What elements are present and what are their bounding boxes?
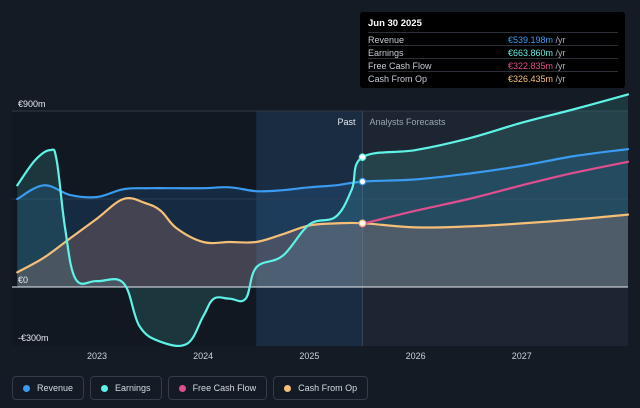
x-tick-label: 2024 bbox=[193, 351, 213, 361]
highlight-region bbox=[256, 111, 363, 346]
legend-label: Earnings bbox=[115, 383, 151, 393]
cash-from-op-line bbox=[16, 197, 630, 274]
tooltip-row-cash-from-op: Cash From Op €326.435m /yr bbox=[368, 71, 618, 84]
legend-item-free-cash-flow[interactable]: Free Cash Flow bbox=[167, 376, 268, 400]
tooltip-row-earnings: Earnings €663.860m /yr bbox=[368, 45, 618, 58]
legend: Revenue Earnings Free Cash Flow Cash Fro… bbox=[12, 376, 369, 400]
tooltip-value: €539.198m /yr bbox=[508, 35, 566, 45]
legend-label: Free Cash Flow bbox=[192, 383, 257, 393]
tooltip-label: Earnings bbox=[368, 48, 404, 58]
y-tick-label: -€300m bbox=[18, 333, 49, 343]
tooltip-row-free-cash-flow: Free Cash Flow €322.835m /yr bbox=[368, 58, 618, 71]
tooltip-label: Cash From Op bbox=[368, 74, 428, 84]
earnings-line bbox=[16, 93, 630, 348]
revenue-marker bbox=[358, 177, 367, 186]
free-cash-flow-line bbox=[361, 160, 630, 225]
tooltip-row-revenue: Revenue €539.198m /yr bbox=[368, 32, 618, 45]
x-tick-label: 2027 bbox=[512, 351, 532, 361]
tooltip-label: Free Cash Flow bbox=[368, 61, 432, 71]
cash-from-op-area bbox=[17, 198, 629, 287]
legend-item-cash-from-op[interactable]: Cash From Op bbox=[273, 376, 369, 400]
x-tick-label: 2025 bbox=[299, 351, 319, 361]
y-tick-label: €900m bbox=[18, 99, 46, 109]
tooltip-value: €322.835m /yr bbox=[508, 61, 566, 71]
cash-from-op-dot-icon bbox=[284, 384, 292, 392]
earnings-area bbox=[17, 94, 629, 346]
x-tick-label: 2026 bbox=[406, 351, 426, 361]
legend-label: Cash From Op bbox=[298, 383, 358, 393]
revenue-dot-icon bbox=[23, 384, 30, 392]
forecast-label: Analysts Forecasts bbox=[369, 117, 446, 127]
free-cash-flow-dot-icon bbox=[178, 384, 186, 392]
legend-item-revenue[interactable]: Revenue bbox=[12, 376, 85, 400]
legend-item-earnings[interactable]: Earnings bbox=[90, 376, 162, 400]
revenue-line bbox=[16, 148, 630, 201]
earnings-marker bbox=[358, 153, 367, 161]
cash-from-op-marker bbox=[358, 219, 367, 228]
revenue-area bbox=[17, 149, 629, 287]
past-label: Past bbox=[337, 117, 356, 127]
y-tick-label: €0 bbox=[18, 275, 28, 285]
legend-label: Revenue bbox=[37, 383, 74, 393]
x-tick-label: 2023 bbox=[87, 351, 107, 361]
tooltip-date: Jun 30 2025 bbox=[368, 18, 422, 29]
earnings-dot-icon bbox=[101, 384, 109, 392]
tooltip-label: Revenue bbox=[368, 35, 405, 45]
tooltip-value: €663.860m /yr bbox=[508, 48, 566, 58]
tooltip-value: €326.435m /yr bbox=[508, 74, 566, 84]
tooltip-panel: Jun 30 2025 Revenue €539.198m /yr Earnin… bbox=[360, 12, 625, 88]
